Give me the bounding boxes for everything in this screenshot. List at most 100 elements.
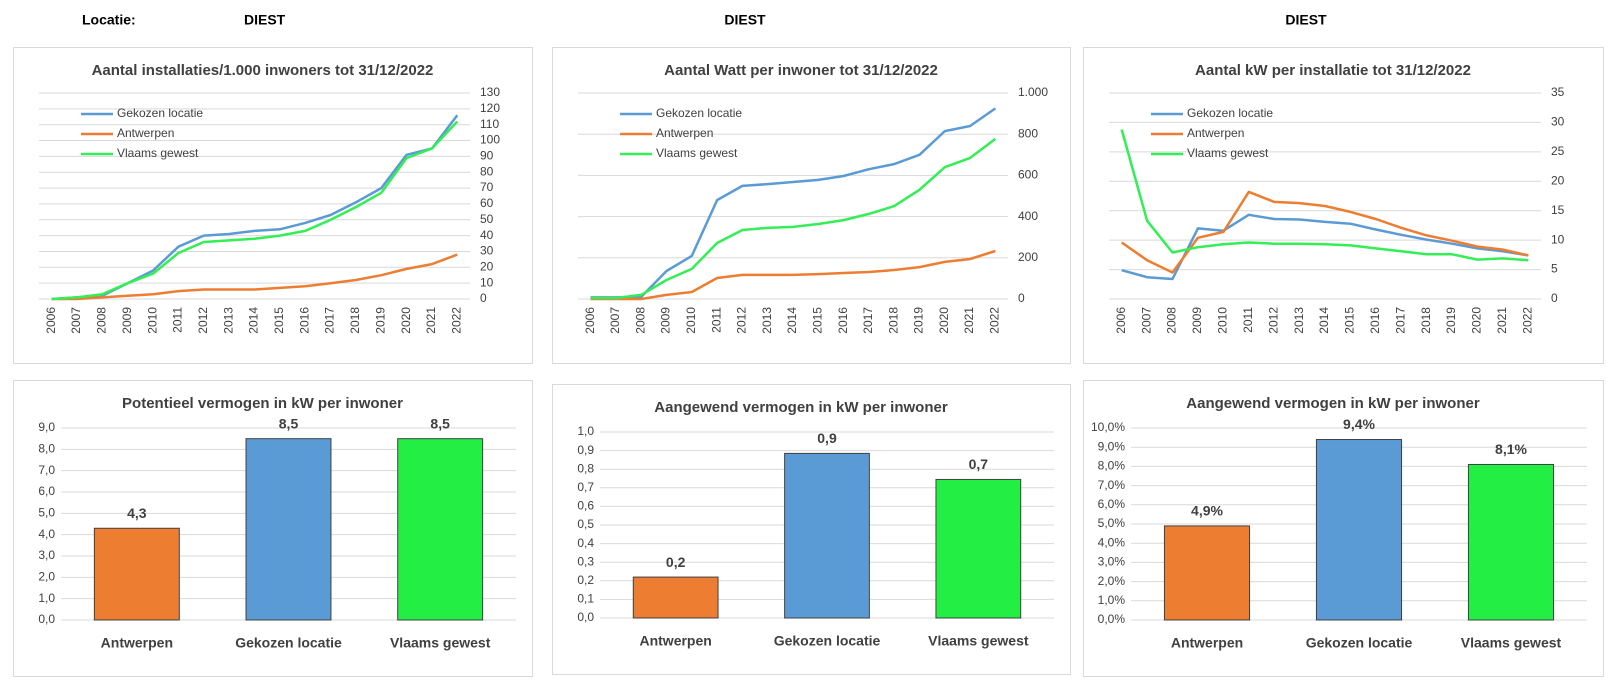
- x-tick-label: 2010: [684, 307, 698, 334]
- y-tick-label: 15: [1551, 203, 1565, 217]
- x-tick-label: 2008: [633, 307, 647, 334]
- x-tick-label: 2015: [1343, 307, 1357, 334]
- x-tick-label: 2010: [145, 307, 159, 334]
- value-label: 8,5: [279, 415, 299, 431]
- x-tick-label: 2016: [1368, 307, 1382, 334]
- y-tick-label: 0: [1018, 291, 1025, 305]
- x-tick-label: 2017: [1393, 307, 1407, 334]
- x-tick-label: 2021: [962, 307, 976, 334]
- chart-title: Aangewend vermogen in kW per inwoner: [654, 399, 948, 416]
- chart-title: Potentieel vermogen in kW per inwoner: [122, 395, 403, 412]
- bar: [784, 452, 870, 619]
- x-tick-label: 2011: [709, 307, 723, 333]
- x-tick-label: 2015: [272, 307, 286, 334]
- y-tick-label: 2,0%: [1098, 574, 1126, 588]
- legend-label: Gekozen locatie: [656, 106, 742, 120]
- bar: [935, 478, 1022, 619]
- y-tick-label: 4,0%: [1098, 535, 1126, 549]
- y-tick-label: 40: [480, 228, 494, 242]
- y-tick-label: 1,0: [38, 591, 55, 605]
- x-tick-label: 2008: [1165, 307, 1179, 334]
- y-tick-label: 90: [480, 149, 494, 163]
- x-tick-label: 2006: [1114, 307, 1128, 334]
- series-line: [590, 107, 997, 299]
- x-tick-label: 2007: [69, 307, 83, 334]
- y-tick-label: 200: [1018, 250, 1038, 264]
- location-label: Locatie:: [82, 12, 136, 28]
- chart-panel: [13, 47, 533, 364]
- y-tick-label: 0,3: [577, 554, 594, 568]
- x-tick-label: 2011: [1241, 307, 1255, 333]
- y-tick-label: 800: [1018, 126, 1038, 140]
- location-name: DIEST: [244, 12, 286, 28]
- x-tick-label: 2018: [348, 307, 362, 334]
- chart-title: Aantal Watt per inwoner tot 31/12/2022: [664, 62, 938, 79]
- x-tick-label: 2009: [659, 307, 673, 334]
- chart-title: Aantal kW per installatie tot 31/12/2022: [1195, 62, 1471, 79]
- x-tick-label: Antwerpen: [101, 635, 173, 651]
- value-label: 8,1%: [1495, 441, 1527, 457]
- x-tick-label: 2016: [297, 307, 311, 334]
- x-tick-label: 2011: [171, 307, 185, 333]
- y-tick-label: 8,0%: [1098, 459, 1126, 473]
- y-tick-label: 0,9: [577, 443, 594, 457]
- bar: [245, 438, 332, 621]
- legend-label: Vlaams gewest: [656, 146, 738, 160]
- value-label: 4,9%: [1191, 503, 1223, 519]
- legend-label: Vlaams gewest: [117, 146, 199, 160]
- x-tick-label: 2020: [399, 307, 413, 334]
- series-line: [590, 249, 996, 301]
- location-name: DIEST: [1285, 12, 1327, 28]
- y-tick-label: 110: [480, 117, 499, 131]
- y-tick-label: 9,0%: [1098, 439, 1126, 453]
- y-tick-label: 1.000: [1018, 85, 1048, 99]
- x-tick-label: Antwerpen: [639, 633, 711, 649]
- x-tick-label: 2010: [1216, 307, 1230, 334]
- x-tick-label: 2012: [735, 307, 749, 334]
- y-tick-label: 0,0%: [1098, 612, 1126, 626]
- y-tick-label: 2,0: [38, 570, 55, 584]
- x-tick-label: 2014: [1317, 307, 1331, 334]
- legend-label: Gekozen locatie: [117, 106, 203, 120]
- y-tick-label: 10: [480, 275, 494, 289]
- x-tick-label: 2009: [1190, 307, 1204, 334]
- x-tick-label: 2012: [196, 307, 210, 334]
- x-tick-label: 2019: [912, 307, 926, 334]
- chart-title: Aangewend vermogen in kW per inwoner: [1186, 395, 1480, 412]
- y-tick-label: 3,0%: [1098, 555, 1126, 569]
- x-tick-label: 2021: [1495, 307, 1509, 334]
- y-tick-label: 0,7: [577, 480, 594, 494]
- x-tick-label: Vlaams gewest: [1461, 635, 1562, 651]
- series-line: [1121, 213, 1529, 281]
- x-tick-label: 2013: [1292, 307, 1306, 334]
- x-tick-label: 2021: [424, 307, 438, 334]
- value-label: 4,3: [127, 505, 147, 521]
- y-tick-label: 4,0: [38, 527, 55, 541]
- location-name: DIEST: [724, 12, 766, 28]
- y-tick-label: 0,5: [577, 517, 594, 531]
- y-tick-label: 20: [480, 259, 494, 273]
- y-tick-label: 80: [480, 164, 494, 178]
- x-tick-label: 2017: [861, 307, 875, 334]
- y-tick-label: 30: [1551, 115, 1565, 129]
- y-tick-label: 600: [1018, 168, 1038, 182]
- y-tick-label: 120: [480, 101, 500, 115]
- legend-label: Antwerpen: [117, 126, 174, 140]
- y-tick-label: 70: [480, 180, 494, 194]
- y-tick-label: 7,0%: [1098, 478, 1126, 492]
- x-tick-label: 2020: [937, 307, 951, 334]
- y-tick-label: 6,0: [38, 484, 55, 498]
- x-tick-label: 2022: [988, 307, 1002, 334]
- x-tick-label: Vlaams gewest: [928, 633, 1029, 649]
- value-label: 0,9: [817, 430, 837, 446]
- y-tick-label: 130: [480, 85, 500, 99]
- x-tick-label: 2014: [247, 307, 261, 334]
- bar: [1467, 463, 1555, 621]
- y-tick-label: 10,0%: [1091, 420, 1125, 434]
- x-tick-label: 2007: [608, 307, 622, 334]
- y-tick-label: 100: [480, 133, 500, 147]
- legend-label: Gekozen locatie: [1187, 106, 1273, 120]
- value-label: 0,2: [666, 554, 686, 570]
- y-tick-label: 35: [1551, 85, 1565, 99]
